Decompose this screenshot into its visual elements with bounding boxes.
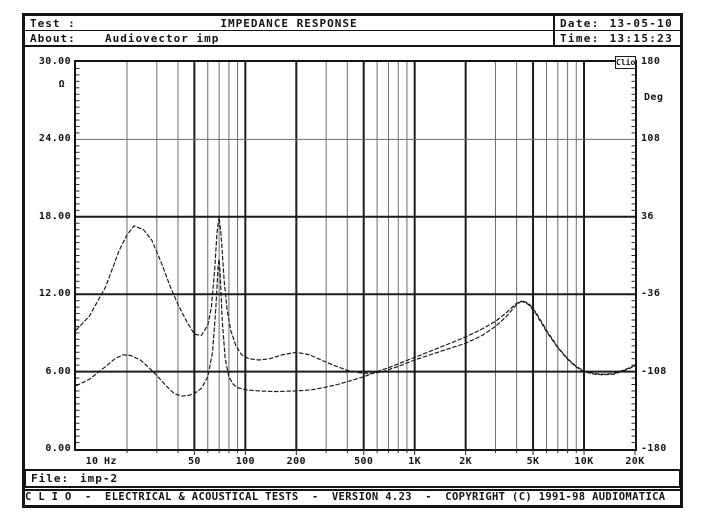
page-title: IMPEDANCE RESPONSE (220, 17, 358, 30)
file-value: imp-2 (80, 472, 119, 485)
file-box (24, 469, 681, 488)
about-field-label: About: (30, 32, 76, 45)
x-axis-tick-label: 100 (235, 456, 255, 467)
x-axis-tick-label: 200 (286, 456, 306, 467)
right-axis-tick-label: 108 (641, 133, 661, 145)
left-axis-tick-label: 30.00 (38, 56, 71, 67)
status-bar-divider (25, 489, 680, 491)
time-label: Time: (560, 32, 600, 45)
x-axis-tick-label: 50 (187, 456, 201, 467)
trace-impedance-phase (75, 259, 636, 397)
right-axis-tick-label: 180 (641, 56, 661, 67)
date-label: Date: (560, 17, 600, 30)
x-axis-tick-label: 10K (574, 456, 594, 467)
x-axis-tick-label: 10 (85, 456, 99, 467)
test-field-label: Test : (30, 17, 76, 30)
left-axis-tick-label: 18.00 (38, 210, 71, 222)
date-value: 13-05-10 (609, 17, 674, 30)
impedance-chart-frame (74, 60, 637, 451)
header-row-divider (25, 30, 680, 31)
clio-badge: Clio (615, 56, 636, 69)
x-axis-unit-label: Hz (104, 456, 117, 467)
x-axis-tick-label: 5K (526, 456, 540, 467)
x-axis-tick-label: 20K (625, 456, 645, 467)
file-label: File: (31, 472, 70, 485)
right-axis-tick-label: -108 (641, 365, 667, 377)
left-axis-unit-label: Ω (58, 79, 65, 90)
time-field: Time: 13:15:23 (560, 32, 673, 45)
header-datetime-divider (553, 16, 555, 45)
right-axis-tick-label: 36 (641, 210, 654, 222)
left-axis-tick-label: 12.00 (38, 288, 71, 300)
status-bar: C L I O - ELECTRICAL & ACOUSTICAL TESTS … (25, 491, 666, 503)
left-axis-tick-label: 24.00 (38, 133, 71, 145)
trace-impedance-magnitude (75, 216, 636, 375)
about-field-value: Audiovector imp (105, 32, 220, 45)
time-value: 13:15:23 (609, 32, 674, 45)
date-field: Date: 13-05-10 (560, 17, 673, 30)
x-axis-tick-label: 500 (354, 456, 374, 467)
left-axis-tick-label: 6.00 (45, 365, 71, 377)
x-axis-tick-label: 2K (459, 456, 473, 467)
right-axis-unit-label: Deg (644, 92, 664, 103)
x-axis-tick-label: 1K (408, 456, 422, 467)
impedance-chart (75, 62, 636, 455)
right-axis-tick-label: -36 (641, 288, 661, 300)
right-axis-tick-label: -180 (641, 443, 667, 454)
header-bottom-divider (25, 45, 680, 47)
left-axis-tick-label: 0.00 (45, 443, 71, 454)
